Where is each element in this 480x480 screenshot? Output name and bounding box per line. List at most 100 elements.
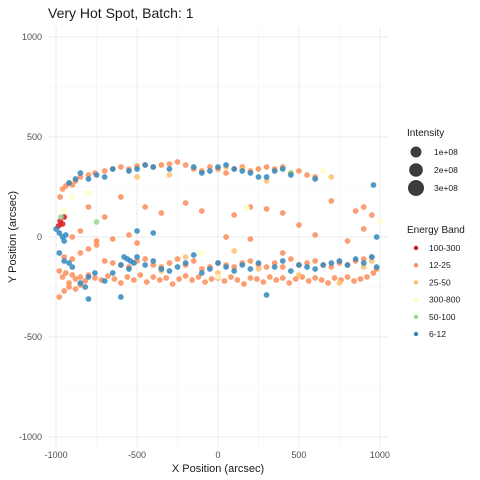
- data-point: [198, 250, 205, 256]
- energy-band-legend-label: 6-12: [429, 329, 446, 339]
- data-point: [360, 264, 367, 270]
- data-point: [296, 272, 302, 278]
- data-point: [101, 258, 108, 264]
- data-point: [93, 172, 100, 178]
- data-point: [61, 254, 68, 260]
- data-point: [271, 264, 278, 270]
- data-point: [182, 254, 189, 260]
- data-point: [190, 258, 197, 264]
- data-point: [312, 266, 319, 272]
- data-point: [150, 274, 157, 280]
- data-point: [57, 194, 64, 200]
- data-point: [198, 266, 205, 272]
- data-point: [255, 166, 262, 172]
- data-point: [263, 292, 270, 298]
- data-point: [53, 226, 59, 232]
- data-point: [69, 272, 76, 278]
- data-point: [174, 264, 181, 270]
- data-point: [373, 264, 380, 270]
- data-point: [109, 270, 116, 276]
- data-point: [336, 280, 343, 286]
- data-point: [239, 168, 246, 174]
- data-point: [134, 166, 140, 172]
- data-point: [69, 264, 76, 270]
- data-point: [304, 264, 310, 270]
- data-point: [134, 174, 140, 180]
- data-point: [61, 208, 68, 214]
- legend: Intensity 1e+08 2e+08 3e+08 Energy Band 100-3…: [407, 128, 465, 339]
- intensity-legend-key: [408, 180, 424, 196]
- data-point: [318, 277, 325, 283]
- data-point: [255, 266, 262, 272]
- data-point: [166, 161, 173, 167]
- data-point: [292, 276, 299, 282]
- data-point: [126, 266, 132, 272]
- data-point: [150, 230, 157, 236]
- data-point: [208, 276, 215, 282]
- data-point: [357, 276, 364, 282]
- y-tick-label: 0: [37, 232, 42, 242]
- data-point: [134, 240, 140, 246]
- data-point: [66, 280, 72, 286]
- data-point: [150, 164, 157, 170]
- energy-band-legend-key: [413, 245, 419, 251]
- data-point: [221, 278, 228, 284]
- data-point: [198, 270, 205, 276]
- data-point: [77, 174, 84, 180]
- data-point: [373, 234, 380, 240]
- data-point: [273, 277, 280, 283]
- data-point: [158, 266, 165, 272]
- energy-band-legend-label: 50-100: [429, 312, 456, 322]
- y-tick-label: -500: [24, 332, 42, 342]
- data-point: [202, 279, 208, 285]
- data-point: [166, 260, 173, 266]
- intensity-legend-label: 3e+08: [434, 183, 458, 193]
- data-point: [190, 164, 197, 170]
- y-tick-label: 500: [27, 132, 42, 142]
- data-point: [105, 273, 111, 279]
- data-point: [215, 164, 221, 170]
- data-point: [352, 208, 359, 214]
- data-point: [279, 264, 286, 270]
- data-point: [305, 278, 312, 284]
- data-point: [328, 198, 335, 204]
- data-point: [263, 264, 270, 270]
- data-point: [215, 274, 221, 280]
- data-point: [182, 273, 189, 279]
- data-point: [266, 274, 273, 280]
- data-point: [66, 260, 72, 266]
- data-point: [215, 260, 221, 266]
- data-point: [263, 174, 270, 180]
- data-point: [85, 176, 92, 182]
- data-point: [182, 162, 189, 168]
- data-point: [92, 270, 98, 276]
- data-point: [331, 275, 338, 281]
- data-points: [53, 159, 383, 302]
- data-point: [377, 218, 383, 224]
- data-point: [58, 214, 64, 220]
- data-point: [59, 221, 66, 227]
- data-point: [158, 210, 165, 216]
- data-point: [166, 268, 173, 274]
- data-point: [368, 258, 375, 264]
- data-point: [247, 275, 254, 281]
- data-point: [325, 280, 331, 286]
- data-point: [137, 272, 144, 278]
- data-point: [142, 162, 149, 168]
- data-point: [279, 210, 286, 216]
- data-point: [296, 222, 302, 228]
- data-point: [279, 258, 286, 264]
- data-point: [207, 164, 213, 170]
- data-point: [82, 284, 89, 290]
- data-point: [296, 262, 302, 268]
- data-point: [182, 260, 189, 266]
- data-point: [130, 260, 137, 266]
- data-point: [370, 270, 377, 276]
- data-point: [198, 170, 205, 176]
- data-point: [77, 274, 84, 280]
- data-point: [126, 168, 132, 174]
- energy-band-legend-key: [413, 263, 419, 268]
- data-point: [77, 250, 84, 256]
